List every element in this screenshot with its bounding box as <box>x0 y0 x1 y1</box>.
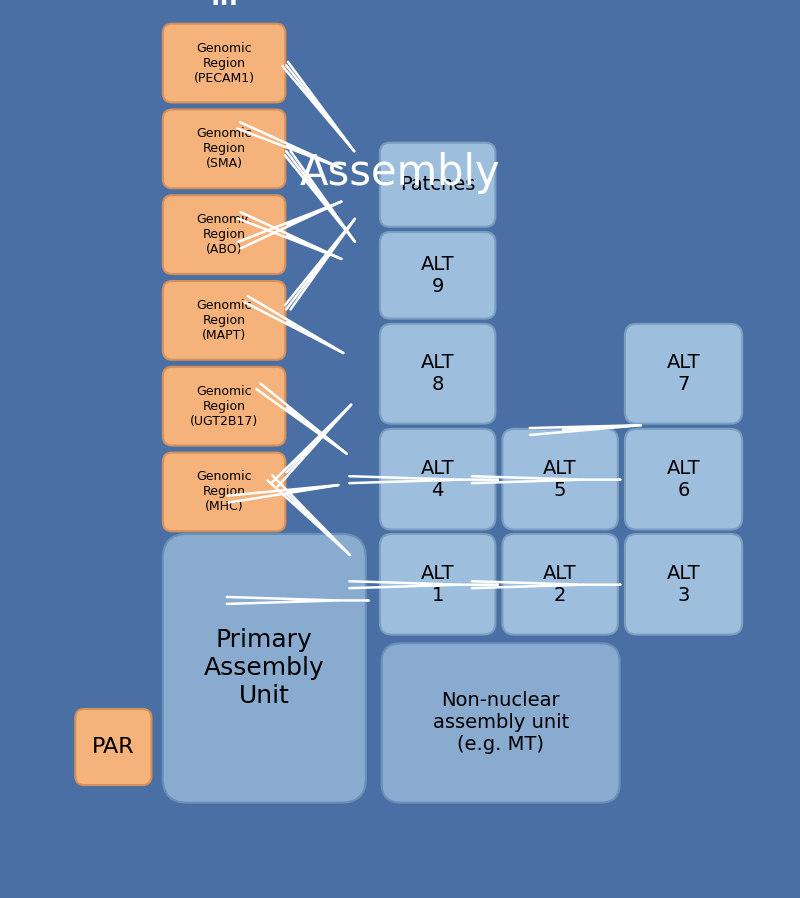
Text: Genomic
Region
(ABO): Genomic Region (ABO) <box>196 213 252 256</box>
FancyBboxPatch shape <box>380 232 495 319</box>
FancyBboxPatch shape <box>502 534 618 635</box>
FancyBboxPatch shape <box>58 120 742 890</box>
FancyBboxPatch shape <box>502 429 618 530</box>
FancyBboxPatch shape <box>163 534 366 803</box>
Text: Genomic
Region
(PECAM1): Genomic Region (PECAM1) <box>194 41 254 84</box>
FancyBboxPatch shape <box>380 143 495 227</box>
Text: Genomic
Region
(MAPT): Genomic Region (MAPT) <box>196 299 252 342</box>
Text: ALT
5: ALT 5 <box>543 459 577 499</box>
Text: ALT
9: ALT 9 <box>421 255 454 295</box>
Text: ...: ... <box>210 0 238 11</box>
FancyBboxPatch shape <box>163 281 286 360</box>
Text: Genomic
Region
(MHC): Genomic Region (MHC) <box>196 471 252 514</box>
FancyBboxPatch shape <box>380 324 495 424</box>
Text: Assembly: Assembly <box>300 153 500 194</box>
Text: PAR: PAR <box>92 737 134 757</box>
FancyBboxPatch shape <box>75 709 151 785</box>
FancyBboxPatch shape <box>163 195 286 274</box>
Text: ALT
4: ALT 4 <box>421 459 454 499</box>
FancyBboxPatch shape <box>163 366 286 445</box>
Text: ALT
1: ALT 1 <box>421 564 454 604</box>
Text: Genomic
Region
(UGT2B17): Genomic Region (UGT2B17) <box>190 384 258 427</box>
Text: Primary
Assembly
Unit: Primary Assembly Unit <box>204 629 325 708</box>
FancyBboxPatch shape <box>625 534 742 635</box>
FancyBboxPatch shape <box>380 429 495 530</box>
FancyBboxPatch shape <box>380 534 495 635</box>
FancyBboxPatch shape <box>625 324 742 424</box>
FancyBboxPatch shape <box>382 643 620 803</box>
Text: Non-nuclear
assembly unit
(e.g. MT): Non-nuclear assembly unit (e.g. MT) <box>433 691 569 754</box>
Text: ALT
6: ALT 6 <box>666 459 700 499</box>
Text: Patches: Patches <box>400 175 475 194</box>
Text: ALT
2: ALT 2 <box>543 564 577 604</box>
FancyBboxPatch shape <box>163 23 286 102</box>
Text: Genomic
Region
(SMA): Genomic Region (SMA) <box>196 128 252 171</box>
FancyBboxPatch shape <box>163 453 286 532</box>
Text: ALT
3: ALT 3 <box>666 564 700 604</box>
Text: ALT
8: ALT 8 <box>421 353 454 394</box>
Text: ALT
7: ALT 7 <box>666 353 700 394</box>
FancyBboxPatch shape <box>625 429 742 530</box>
FancyBboxPatch shape <box>163 110 286 189</box>
